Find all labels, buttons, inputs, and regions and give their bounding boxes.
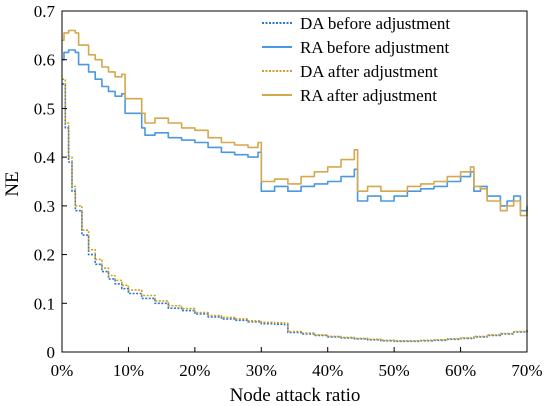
y-tick-label: 0.7: [34, 2, 56, 21]
y-tick-label: 0.3: [34, 197, 55, 216]
legend-label-ra-after: RA after adjustment: [300, 86, 437, 105]
y-tick-label: 0.5: [34, 99, 55, 118]
legend-label-ra-before: RA before adjustment: [300, 38, 449, 57]
legend-label-da-before: DA before adjustment: [300, 14, 450, 33]
x-tick-label: 30%: [246, 361, 277, 380]
y-tick-label: 0.6: [34, 51, 55, 70]
series-line-ra-after: [62, 29, 528, 217]
x-tick-label: 10%: [113, 361, 144, 380]
y-tick-label: 0.1: [34, 294, 55, 313]
y-tick-label: 0.4: [34, 148, 56, 167]
x-tick-label: 40%: [312, 361, 343, 380]
y-axis-label: NE: [2, 171, 23, 196]
x-tick-label: 0%: [51, 361, 74, 380]
series-line-da-after: [62, 78, 528, 342]
series-line-ra-before: [62, 49, 528, 212]
series-line-da-before: [62, 83, 528, 343]
legend-label-da-after: DA after adjustment: [300, 62, 438, 81]
axes: 0% 10% 20% 30% 40% 50% 60% 70% 0 0.1 0.2 0.3 0.4 0.5 0…: [34, 2, 543, 380]
x-tick-label: 50%: [379, 361, 410, 380]
legend: DA before adjustment RA before adjustment…: [262, 14, 450, 105]
x-tick-label: 70%: [511, 361, 542, 380]
plot-area: [62, 29, 528, 343]
x-axis-label: Node attack ratio: [230, 385, 361, 406]
plot-frame: [61, 10, 528, 353]
y-tick-label: 0: [47, 343, 56, 362]
y-tick-label: 0.2: [34, 246, 55, 265]
x-tick-label: 60%: [445, 361, 476, 380]
x-tick-label: 20%: [179, 361, 210, 380]
